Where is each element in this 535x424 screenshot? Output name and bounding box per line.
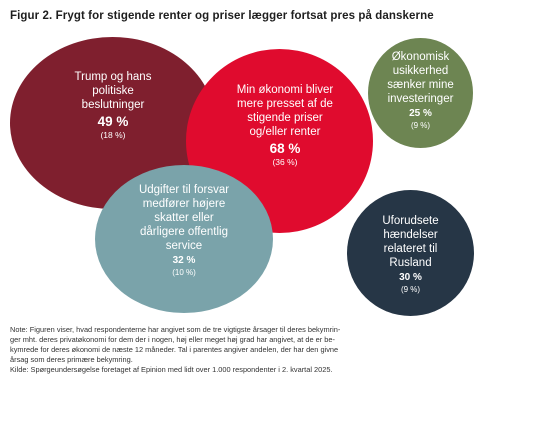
figure-note: Note: Figuren viser, hvad respondenterne…: [10, 325, 522, 375]
figure-title: Figur 2. Frygt for stigende renter og pr…: [10, 10, 434, 22]
label-uncertainty-previous: (9 %): [410, 121, 431, 130]
label-economy-line: og/eller renter: [249, 126, 321, 138]
label-economy: Min økonomi bliver mere presset af de st…: [226, 83, 344, 168]
label-expenses-previous: (10 %): [172, 268, 196, 277]
note-line: årsag som deres primære bekymring.: [10, 355, 133, 364]
label-economy-line: stigende priser: [247, 112, 323, 124]
bubble-uncertainty: [368, 38, 473, 148]
note-line: ger mht. deres privatøkonomi for dem der…: [10, 335, 335, 344]
label-expenses-line: medfører højere: [142, 198, 226, 210]
label-expenses-value: 32 %: [172, 255, 196, 266]
label-russia-line: relateret til: [383, 243, 438, 255]
label-economy-previous: (36 %): [272, 157, 298, 167]
label-expenses-line: dårligere offentlig: [139, 226, 228, 238]
label-trump-line: politiske: [92, 85, 134, 97]
label-expenses: Udgifter til forsvar medfører højere ska…: [114, 183, 254, 278]
label-russia-previous: (9 %): [400, 285, 421, 294]
label-uncertainty-line: sænker mine: [387, 79, 454, 91]
label-uncertainty-line: usikkerhed: [392, 65, 449, 77]
label-economy-line: Min økonomi bliver: [236, 84, 334, 96]
label-russia-line: Uforudsete: [382, 215, 439, 227]
label-trump: Trump og hans politiske beslutninger 49 …: [52, 70, 174, 141]
bubble-russia: [347, 190, 474, 316]
label-economy-line: mere presset af de: [237, 98, 333, 110]
note-line: Note: Figuren viser, hvad respondenterne…: [10, 325, 341, 334]
bubble-expenses: [95, 165, 273, 313]
label-expenses-line: Udgifter til forsvar: [138, 184, 230, 196]
label-economy-value: 68 %: [269, 141, 301, 156]
label-expenses-line: skatter eller: [154, 212, 214, 224]
label-uncertainty-line: Økonomisk: [391, 51, 450, 63]
label-russia-value: 30 %: [399, 272, 422, 283]
label-trump-line: Trump og hans: [74, 71, 152, 83]
label-uncertainty: Økonomisk usikkerhed sænker mine investe…: [373, 50, 468, 131]
label-uncertainty-line: investeringer: [387, 93, 454, 105]
label-russia-line: Rusland: [389, 257, 432, 269]
label-russia: Uforudsete hændelser relateret til Rusla…: [360, 214, 461, 295]
label-trump-line: beslutninger: [81, 99, 145, 111]
label-russia-line: hændelser: [383, 229, 438, 241]
label-expenses-line: service: [165, 240, 203, 252]
label-trump-value: 49 %: [97, 114, 129, 129]
note-line: kymrede for deres økonomi de næste 12 må…: [10, 345, 339, 354]
label-uncertainty-value: 25 %: [409, 108, 432, 119]
note-source: Kilde: Spørgeundersøgelse foretaget af E…: [10, 365, 333, 374]
label-trump-previous: (18 %): [100, 130, 126, 140]
